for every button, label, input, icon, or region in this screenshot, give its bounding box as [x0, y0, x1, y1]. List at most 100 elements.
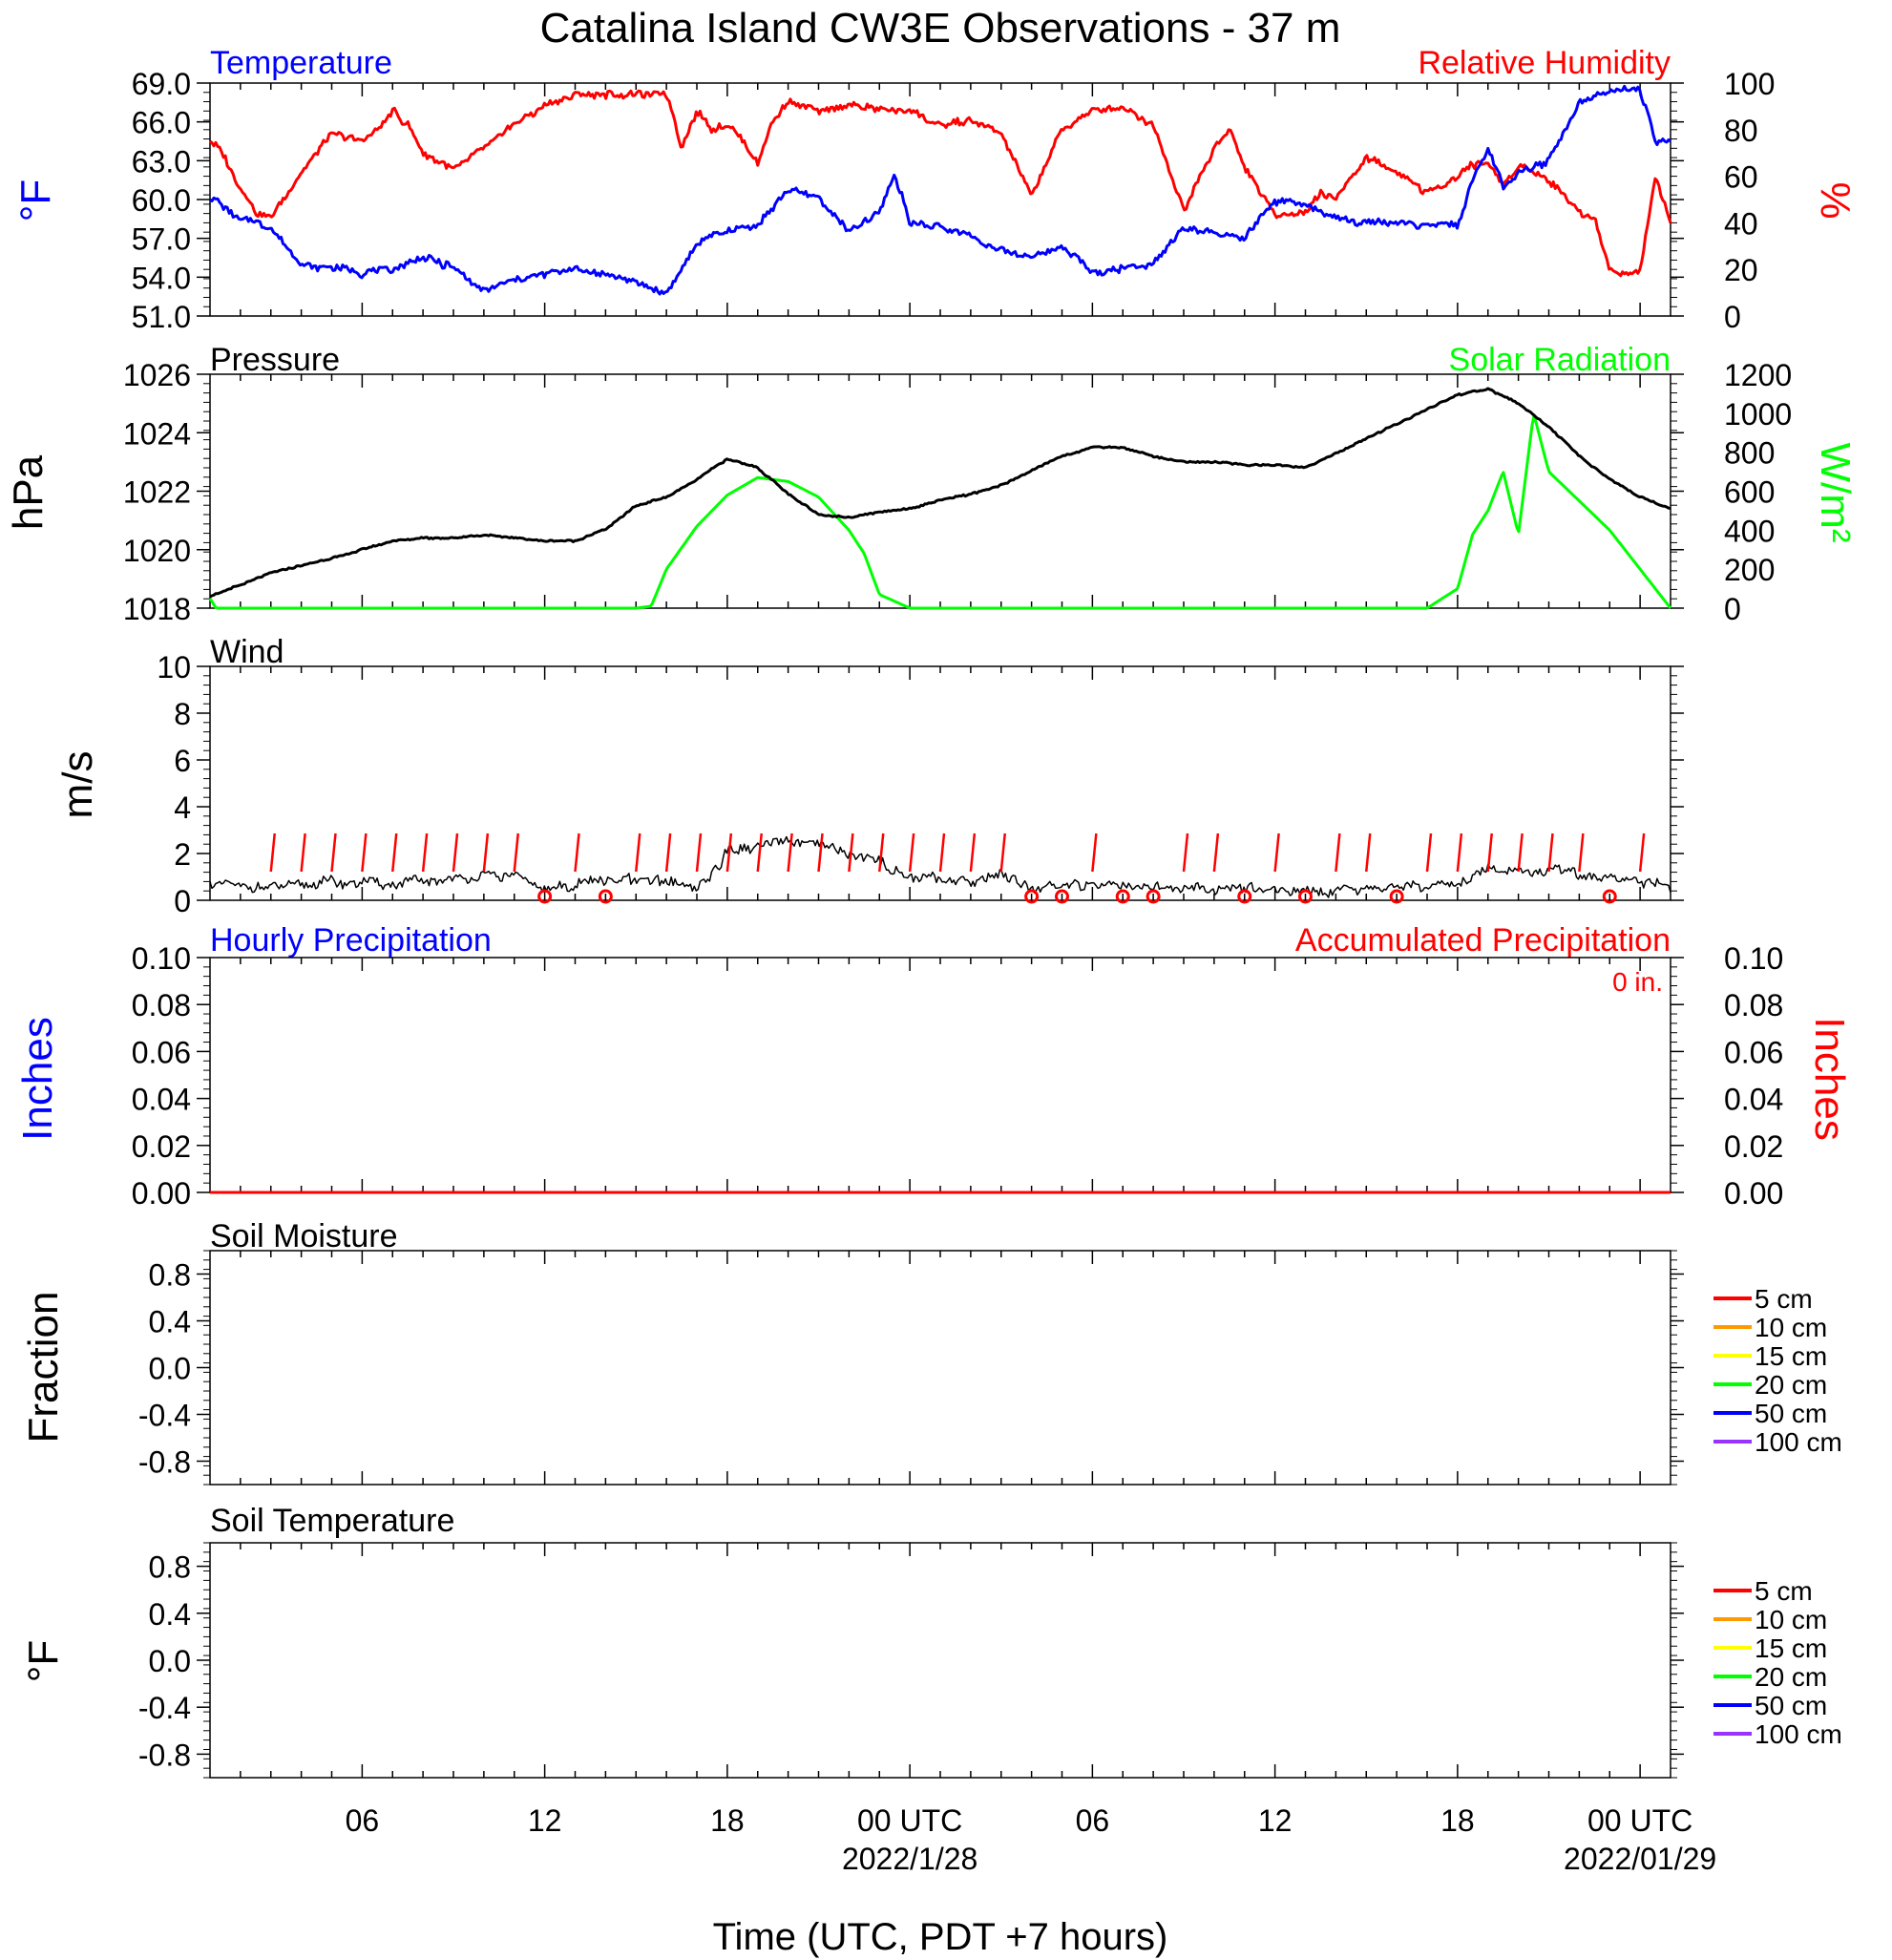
precip-left-tick-label: 0.10 [132, 941, 191, 976]
calm-wind-marker [598, 889, 613, 904]
temperature-right-tick-label: 20 [1724, 253, 1758, 287]
solar-radiation-line [208, 413, 1672, 610]
wind-barb [300, 832, 306, 873]
accum-precip-value: 0 in. [1612, 967, 1663, 997]
pressure-left-tick-label: 1024 [123, 416, 191, 451]
soil_moisture-frame [209, 1250, 1671, 1486]
x-tick-date-label: 2022/01/29 [1564, 1842, 1716, 1876]
wind-left-tick-label: 8 [174, 697, 191, 731]
soil-temp-legend-label: 5 cm [1755, 1576, 1813, 1606]
rh-axis-unit: % [1812, 181, 1859, 219]
temperature-left-tick-label: 60.0 [132, 183, 191, 218]
pressure-right-tick-label: 1200 [1724, 358, 1792, 392]
precip-right-tick-label: 0.08 [1724, 988, 1783, 1022]
soil_moisture-left-tick-label: 0.8 [149, 1258, 191, 1293]
temperature-frame [209, 82, 1671, 317]
wind-barb [938, 832, 946, 873]
wind-left-tick-label: 10 [157, 650, 191, 685]
x-tick-label: 18 [1440, 1803, 1475, 1838]
precip-left-tick-label: 0.06 [132, 1035, 191, 1069]
temp-panel-title: Temperature [210, 45, 392, 81]
soil_temp-left-tick-label: 0.0 [149, 1644, 191, 1678]
wind-axis-unit: m/s [54, 751, 101, 819]
pressure-left-tick-label: 1020 [123, 534, 191, 568]
wind-barb [1273, 832, 1280, 873]
wind-left-tick-label: 6 [174, 744, 191, 778]
temperature-right-tick-label: 100 [1724, 67, 1775, 101]
x-tick-label: 06 [1076, 1803, 1110, 1838]
wind-barb [848, 832, 854, 873]
pressure-left-tick-label: 1026 [123, 358, 191, 392]
pressure-left-tick-label: 1022 [123, 475, 191, 510]
pressure-line [209, 387, 1671, 599]
temperature-right-tick-label: 40 [1724, 206, 1758, 241]
soil-moisture-legend-label: 50 cm [1755, 1399, 1827, 1428]
wind-barb [574, 832, 580, 873]
precip-left-tick-label: 0.08 [132, 988, 191, 1022]
wind-left-tick-label: 4 [174, 790, 191, 825]
wind-barb [635, 832, 641, 873]
soil-moisture-legend-label: 15 cm [1755, 1341, 1827, 1371]
soil-temp-legend-label: 20 cm [1755, 1662, 1827, 1692]
wind-barb [482, 832, 490, 873]
precip-right-tick-label: 0.02 [1724, 1129, 1783, 1164]
soil-temp-legend-label: 100 cm [1755, 1719, 1842, 1749]
pressure-right-tick-label: 1000 [1724, 397, 1792, 432]
precip-right-tick-label: 0.10 [1724, 941, 1783, 976]
calm-wind-marker [537, 889, 553, 904]
calm-wind-marker [1146, 889, 1161, 904]
wind-barb [756, 832, 763, 873]
wind-barb [908, 832, 915, 873]
precip-frame [209, 957, 1671, 1193]
precip-right-tick-label: 0.06 [1724, 1035, 1783, 1069]
precip-left-tick-label: 0.04 [132, 1083, 191, 1117]
wind-left-tick-label: 0 [174, 884, 191, 918]
calm-wind-marker [1115, 889, 1130, 904]
wind-barb [361, 832, 368, 873]
pressure-frame [209, 373, 1671, 609]
soil_moisture-left-tick-label: -0.8 [138, 1445, 191, 1480]
humidity-line [209, 89, 1672, 278]
soil-moisture-legend-label: 10 cm [1755, 1313, 1827, 1342]
wind-barb [878, 832, 885, 873]
x-tick-label: 06 [346, 1803, 380, 1838]
pressure-panel-title: Pressure [210, 342, 340, 378]
wind-barb [1456, 832, 1463, 873]
precip-panel-title: Hourly Precipitation [210, 922, 492, 959]
temperature-right-tick-label: 80 [1724, 114, 1758, 148]
soil-moisture-legend-label: 100 cm [1755, 1427, 1842, 1457]
wind-barb [1425, 832, 1433, 873]
chart-title: Catalina Island CW3E Observations - 37 m [540, 5, 1341, 52]
temperature-left-tick-label: 63.0 [132, 144, 191, 179]
precip-left-tick-label: 0.00 [132, 1176, 191, 1211]
precip-right-tick-label: 0.04 [1724, 1083, 1783, 1117]
temperature-right-tick-label: 60 [1724, 160, 1758, 195]
wind-barb [1578, 832, 1585, 873]
temperature-left-tick-label: 54.0 [132, 261, 191, 295]
wind-barb [1486, 832, 1493, 873]
wind-barb [817, 832, 824, 873]
soil-moisture-axis-unit: Fraction [20, 1292, 67, 1444]
wind-left-tick-label: 2 [174, 837, 191, 872]
soil_temp-left-tick-label: -0.4 [138, 1691, 191, 1725]
soil-moisture-legend-label: 5 cm [1755, 1284, 1813, 1314]
soil-temp-legend-label: 50 cm [1755, 1691, 1827, 1720]
precip-axis-unit: Inches [14, 1017, 61, 1141]
x-tick-label: 00 UTC [1587, 1803, 1692, 1838]
accum-axis-unit: Inches [1806, 1017, 1853, 1141]
wind-barb [1212, 832, 1220, 873]
pressure-right-tick-label: 600 [1724, 475, 1775, 510]
wind-barb [421, 832, 429, 873]
wind-barb [695, 832, 703, 873]
accum-panel-title: Accumulated Precipitation [1295, 922, 1671, 959]
calm-wind-marker [1237, 889, 1252, 904]
x-axis-label: Time (UTC, PDT +7 hours) [713, 1916, 1168, 1958]
precip-right-tick-label: 0.00 [1724, 1176, 1783, 1211]
soil_temp-left-tick-label: -0.8 [138, 1738, 191, 1772]
soil_moisture-left-tick-label: 0.0 [149, 1352, 191, 1386]
calm-wind-marker [1602, 889, 1617, 904]
wind-barb [725, 832, 733, 873]
x-tick-label: 12 [528, 1803, 562, 1838]
